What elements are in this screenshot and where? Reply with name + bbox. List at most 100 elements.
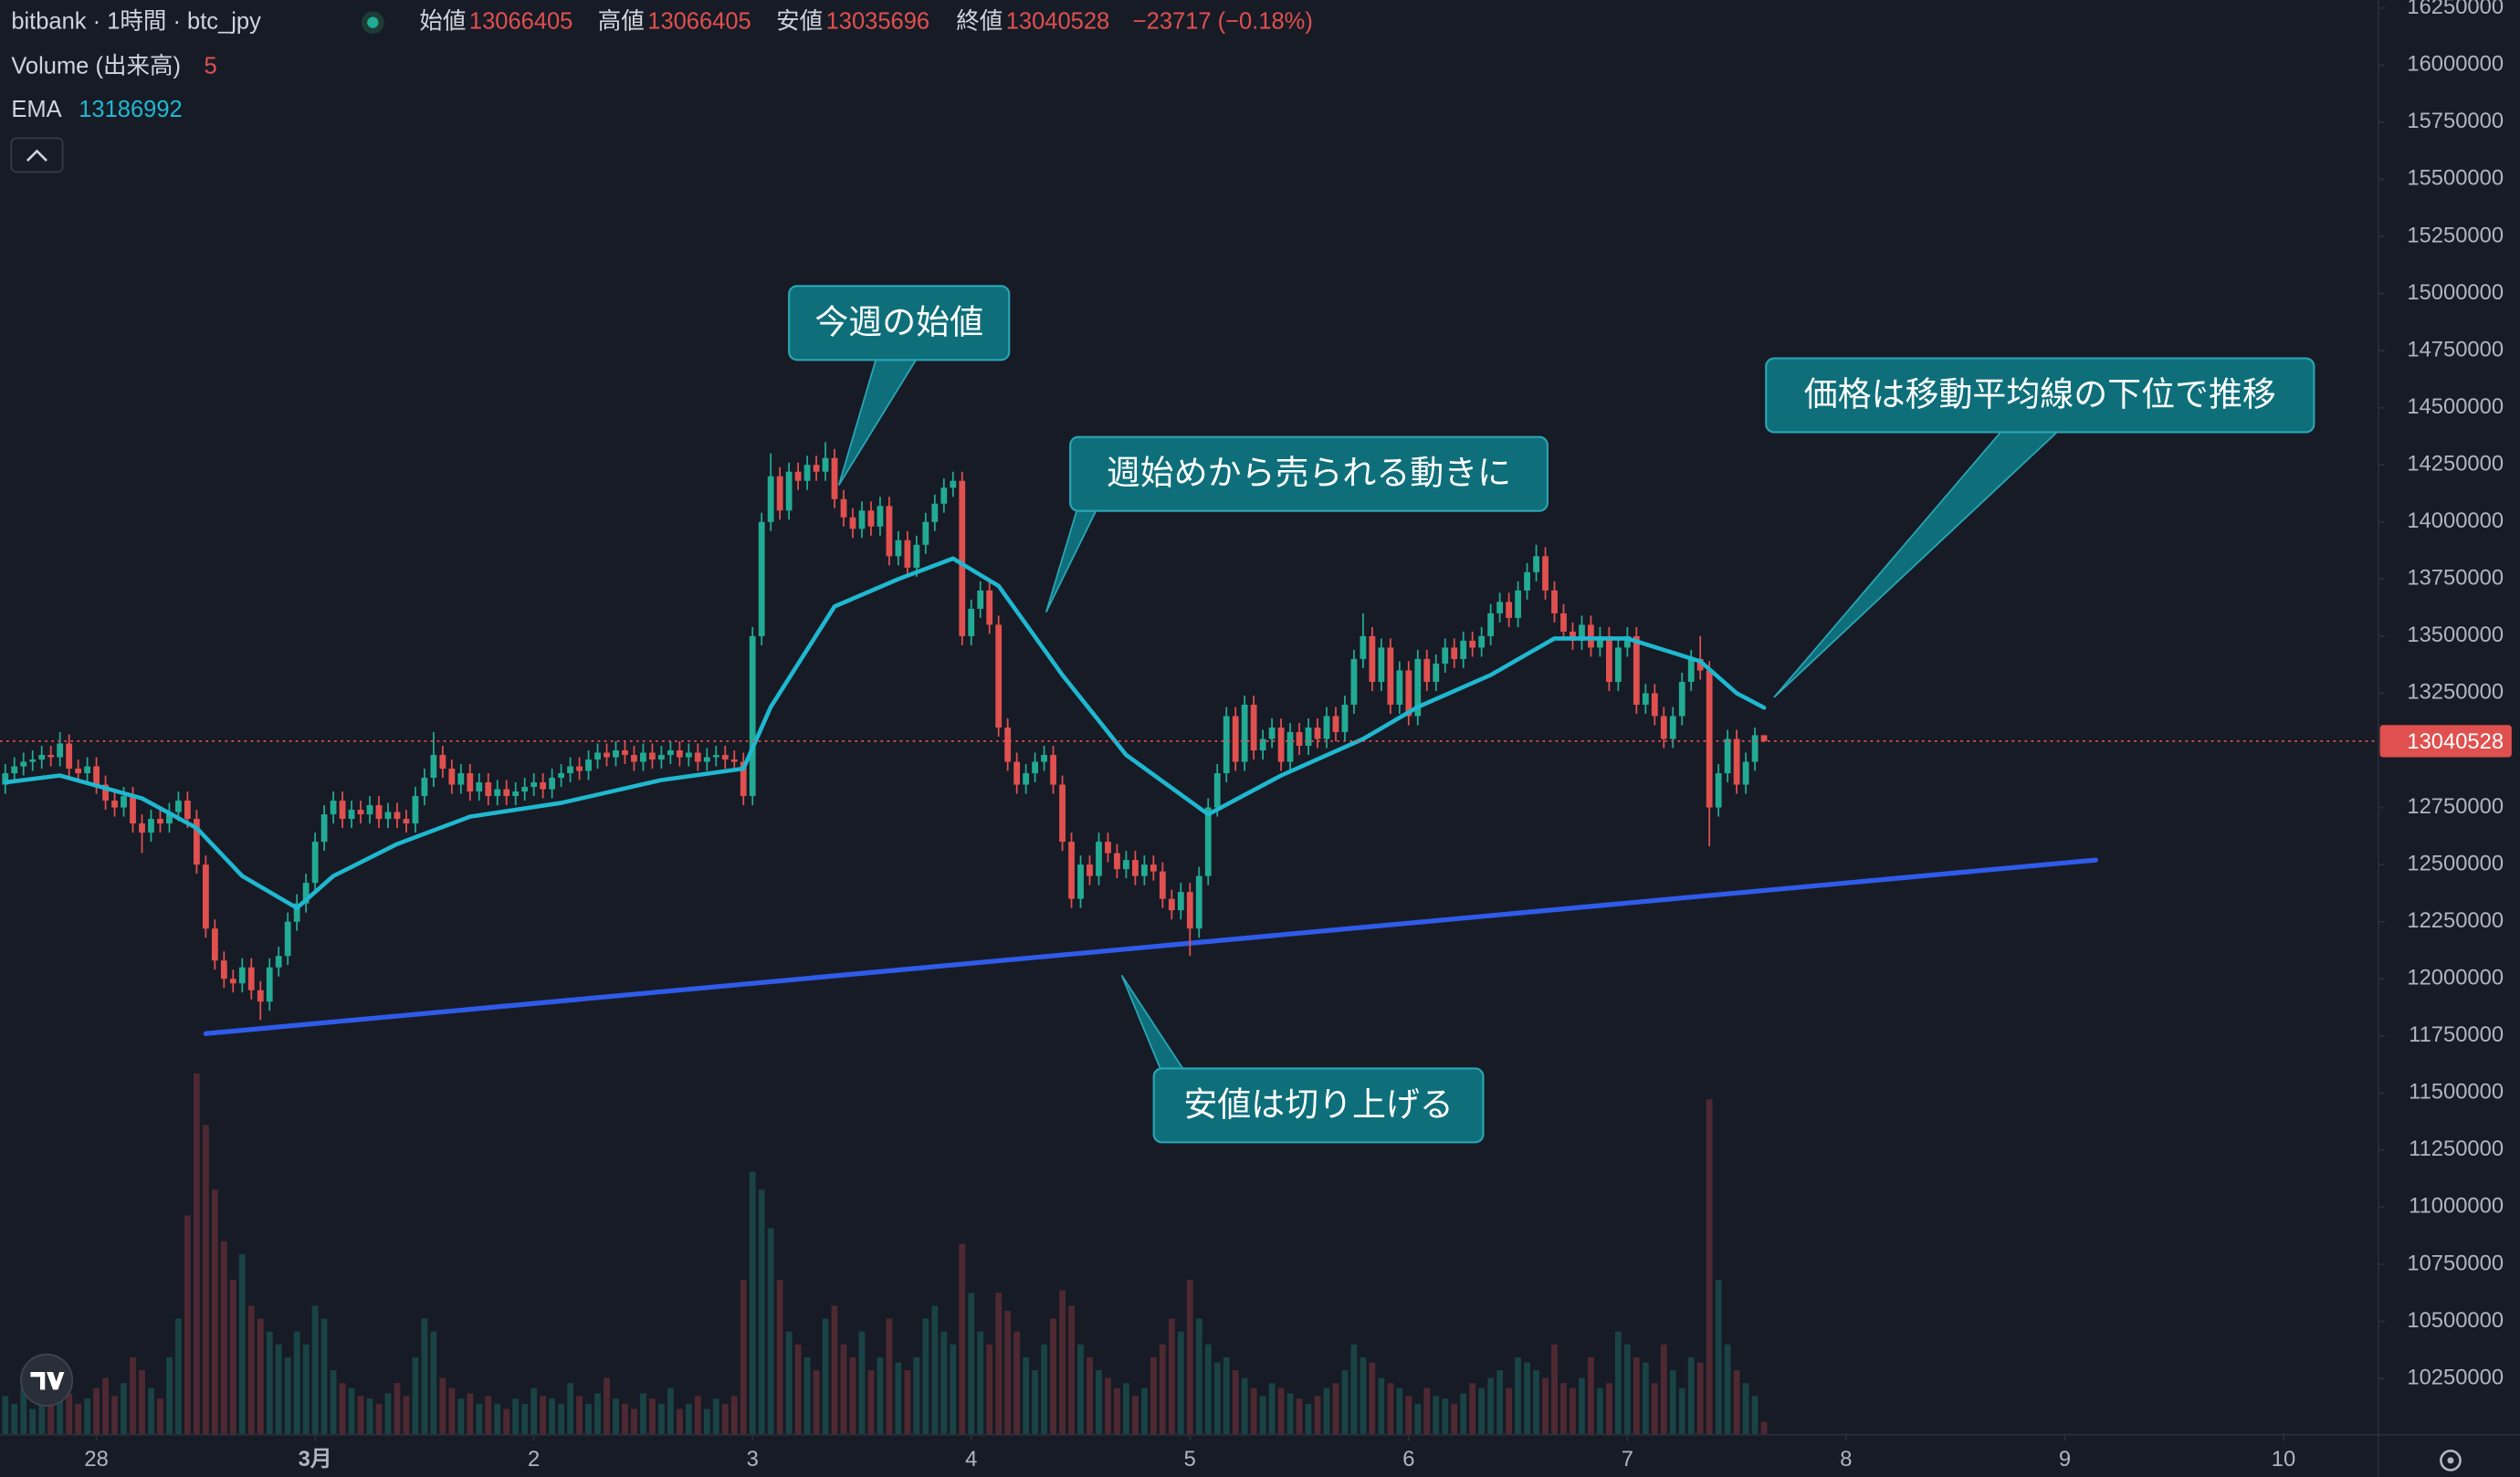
candle-body <box>1715 773 1722 808</box>
volume-bar <box>247 1305 255 1435</box>
volume-bar <box>111 1396 118 1435</box>
candle-body <box>1542 556 1549 591</box>
candle-body <box>1277 727 1285 762</box>
x-tick-label: 3月 <box>299 1447 332 1472</box>
candle-body <box>622 750 628 756</box>
volume-bar <box>1150 1357 1157 1435</box>
volume-bar <box>585 1403 592 1435</box>
volume-bar <box>1213 1362 1221 1435</box>
volume-bar <box>1760 1421 1768 1435</box>
candle-body <box>11 766 18 774</box>
volume-bar <box>139 1370 145 1435</box>
volume-bar <box>776 1280 783 1435</box>
volume-bar <box>184 1215 191 1435</box>
y-tick-label: 11500000 <box>2409 1080 2504 1105</box>
candle-body <box>93 766 100 785</box>
volume-bar <box>1132 1396 1139 1435</box>
callout-box <box>1069 435 1549 512</box>
collapse-button[interactable] <box>10 137 64 173</box>
candle-body <box>1579 624 1585 641</box>
candle-body <box>229 979 236 984</box>
volume-bar <box>2 1396 9 1435</box>
y-tick-label: 13750000 <box>2407 566 2504 591</box>
volume-bar <box>1606 1383 1612 1435</box>
y-tick-label: 12750000 <box>2407 794 2504 819</box>
candle-body <box>749 635 756 797</box>
logo[interactable] <box>19 1353 74 1407</box>
volume-bar <box>1542 1377 1549 1435</box>
candle-body <box>211 928 218 961</box>
candle-body <box>604 752 610 758</box>
candle-body <box>1023 773 1030 785</box>
y-tick-label: 11000000 <box>2409 1194 2504 1219</box>
candle-body <box>740 761 747 797</box>
x-tick-label: 28 <box>84 1447 108 1472</box>
volume-bar <box>1706 1099 1713 1435</box>
candle-body <box>1506 602 1513 618</box>
volume-bar <box>220 1241 227 1435</box>
volume-bar <box>922 1318 929 1435</box>
candle-body <box>439 755 446 770</box>
last-price-box <box>2379 725 2512 758</box>
candle-body <box>1369 635 1376 682</box>
volume-label: Volume (出来高) <box>11 54 181 79</box>
candle-body <box>421 778 428 797</box>
volume-bar <box>266 1331 273 1435</box>
candle-body <box>822 457 829 472</box>
candle-body <box>540 782 547 790</box>
candle-body <box>530 782 538 788</box>
candle-body <box>47 755 55 758</box>
volume-bar <box>1614 1331 1622 1435</box>
candle-body <box>1286 731 1294 762</box>
candle-body <box>1478 635 1486 648</box>
x-tick-label: 6 <box>1402 1447 1414 1472</box>
close-label: 終値 <box>956 8 1003 34</box>
candle-body <box>1423 658 1431 682</box>
candle-body <box>794 471 802 481</box>
volume-bar <box>1560 1383 1567 1435</box>
volume-bar <box>1733 1370 1740 1435</box>
volume-bar <box>831 1305 838 1435</box>
candle-body <box>1678 681 1685 717</box>
volume-bar <box>877 1357 884 1435</box>
volume-bar <box>503 1409 510 1435</box>
candle-body <box>631 755 637 762</box>
volume-bar <box>1186 1280 1193 1435</box>
y-tick-label: 10250000 <box>2407 1365 2504 1389</box>
volume-bar <box>1096 1370 1102 1435</box>
volume-bar <box>1314 1396 1321 1435</box>
volume-bar <box>448 1388 456 1435</box>
y-tick-label: 12500000 <box>2407 851 2504 875</box>
ema-line <box>3 556 1767 910</box>
callout-text: 今週の始値 <box>814 303 983 340</box>
settings-button[interactable] <box>2440 1449 2462 1472</box>
volume-bar <box>858 1331 866 1435</box>
volume-bar <box>1742 1383 1749 1435</box>
volume-bar <box>375 1403 383 1435</box>
y-tick-label: 13500000 <box>2407 623 2504 647</box>
volume-bar <box>886 1318 893 1435</box>
candle-body <box>1696 658 1704 671</box>
volume-bar <box>75 1403 82 1435</box>
volume-bar <box>1751 1396 1759 1435</box>
candle-body <box>311 842 319 884</box>
volume-bar <box>457 1398 465 1435</box>
candle-body <box>1760 735 1768 741</box>
x-tick-label: 8 <box>1840 1447 1852 1472</box>
volume-bar <box>1660 1344 1667 1435</box>
volume-bar <box>931 1305 939 1435</box>
candle-body <box>1623 635 1631 648</box>
volume-bar <box>867 1370 875 1435</box>
volume-bar <box>567 1383 573 1435</box>
candle-body <box>1305 727 1312 747</box>
candle-body <box>1250 704 1257 751</box>
volume-bar <box>66 1393 73 1435</box>
candle-body <box>813 465 820 472</box>
candle-body <box>257 990 264 1002</box>
volume-bar <box>1223 1357 1230 1435</box>
candle-body <box>1751 735 1759 762</box>
volume-bar <box>1177 1331 1184 1435</box>
candle-body <box>184 801 191 820</box>
candle-body <box>959 480 966 636</box>
volume-bar <box>649 1398 656 1435</box>
